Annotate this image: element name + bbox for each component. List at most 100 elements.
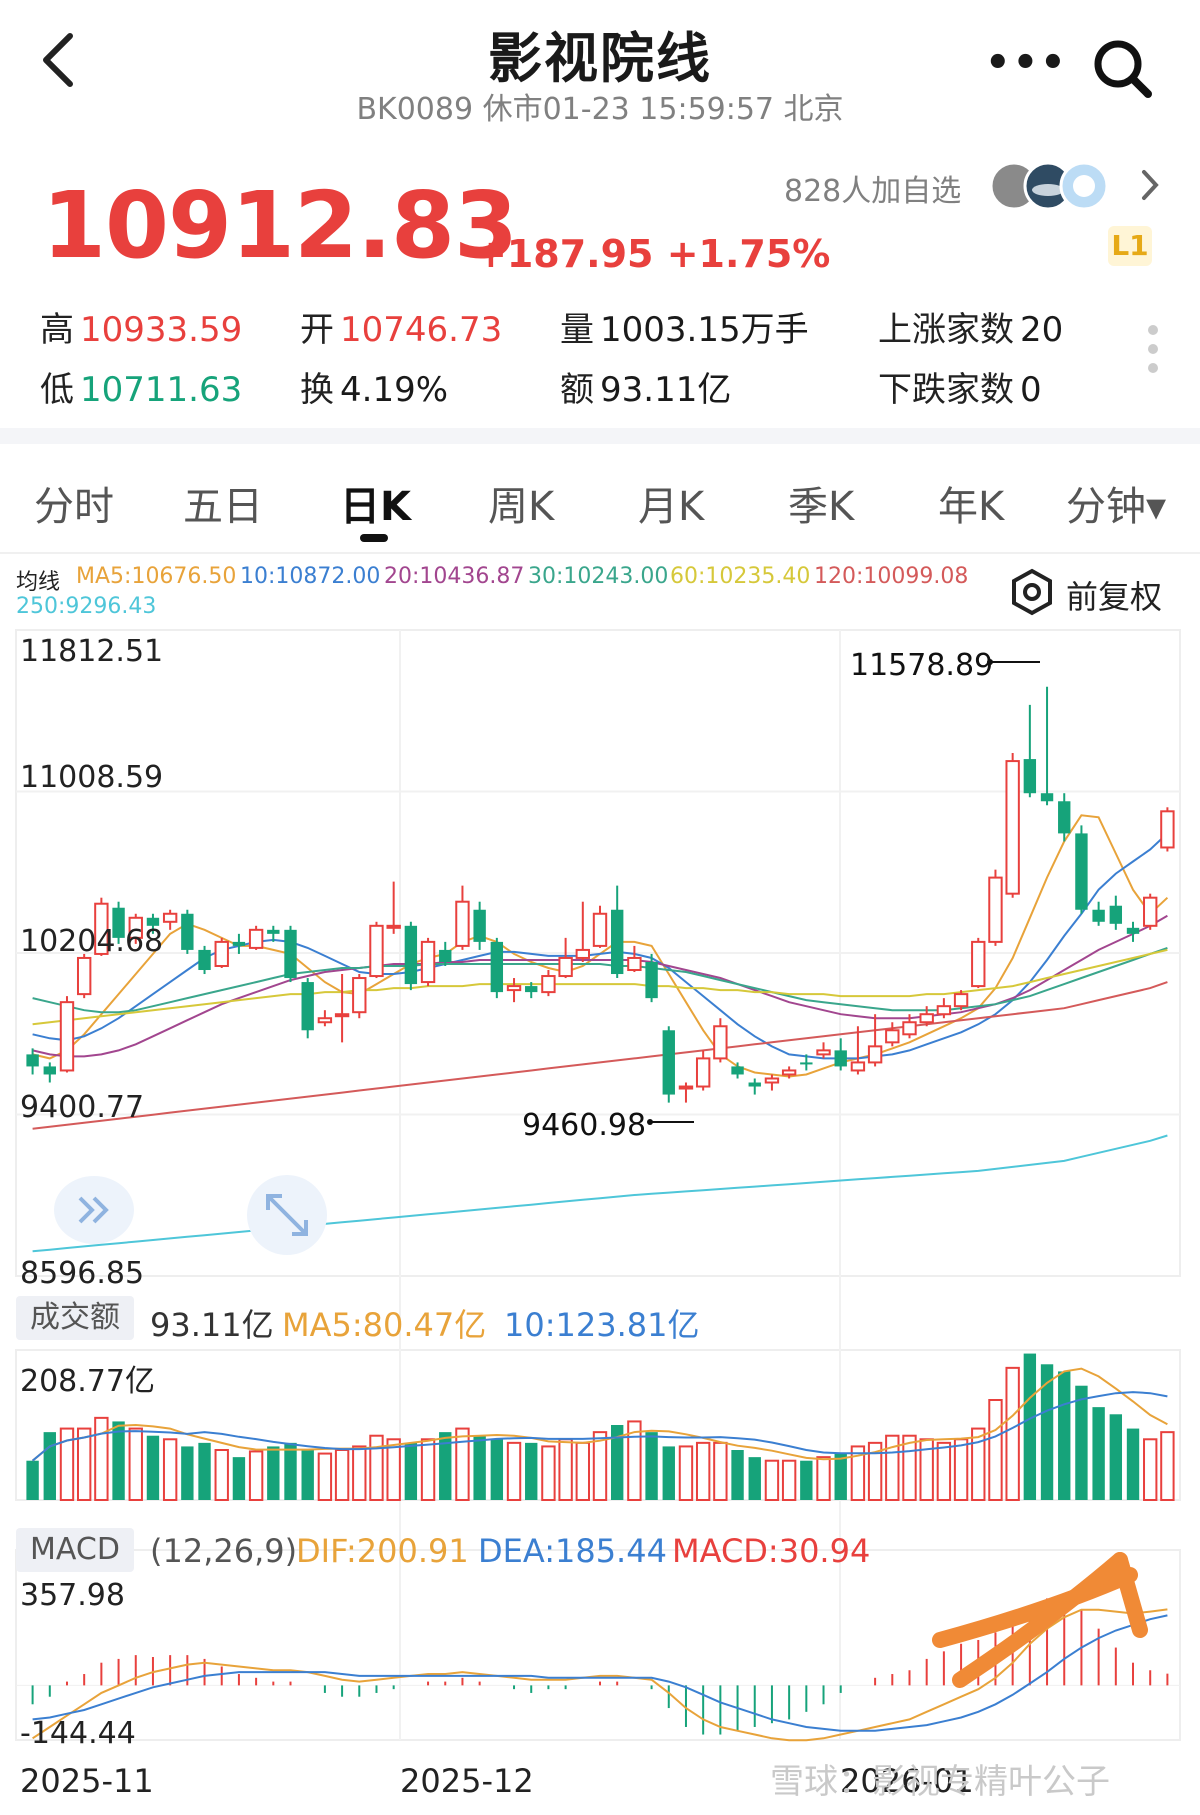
chevron-right-icon[interactable] xyxy=(1138,168,1162,202)
tab-minute[interactable]: 分钟▾ xyxy=(1066,484,1167,530)
candle-body xyxy=(198,949,211,971)
candle-body xyxy=(1058,801,1071,834)
candle-body xyxy=(936,1005,952,1016)
candle-body xyxy=(26,1054,39,1067)
settings-hexagon-icon[interactable] xyxy=(1008,568,1056,616)
candle-body xyxy=(404,925,418,985)
follower-avatars[interactable] xyxy=(988,160,1122,212)
price-axis-2: 11008.59 xyxy=(20,760,164,795)
volume-tag[interactable]: 成交额 xyxy=(16,1296,134,1340)
volume-bar xyxy=(301,1450,314,1500)
macd-panel xyxy=(16,1552,1180,1742)
candle-body xyxy=(506,985,522,992)
candle-body xyxy=(971,940,986,988)
price-axis-3: 10204.68 xyxy=(20,924,164,959)
macd-tag[interactable]: MACD xyxy=(16,1528,134,1572)
candle-body xyxy=(1092,909,1105,922)
date-label-nov: 2025-11 xyxy=(20,1762,154,1800)
ma20-value: 20:10436.87 xyxy=(384,564,525,589)
search-icon[interactable] xyxy=(1090,36,1154,100)
expand-arrows-icon[interactable] xyxy=(246,1174,328,1256)
volume-bar xyxy=(404,1442,418,1500)
date-label-jan: 2026-01 xyxy=(840,1762,974,1800)
candle-body xyxy=(611,909,624,975)
adjust-mode-label[interactable]: 前复权 xyxy=(1066,578,1163,616)
candle-body xyxy=(146,917,160,926)
volume-bar xyxy=(627,1420,642,1502)
followers-count[interactable]: 828人加自选 xyxy=(784,174,962,209)
candles xyxy=(26,659,1175,1125)
tab-monthly-k[interactable]: 月K xyxy=(638,484,705,530)
high-pointer-dot xyxy=(987,659,993,665)
level-badge[interactable]: L1 xyxy=(1108,226,1152,266)
candle-body xyxy=(301,982,314,1031)
volume-bar xyxy=(850,1445,866,1502)
vertical-dots-icon[interactable] xyxy=(1147,324,1159,374)
annotation-arrow-shaft xyxy=(952,1552,1128,1688)
candle-body xyxy=(919,1013,934,1024)
volume-bar xyxy=(1126,1428,1140,1500)
volume-bar xyxy=(386,1438,401,1501)
stat-amount: 额 93.11亿 xyxy=(560,370,732,410)
volume-bar xyxy=(439,1432,452,1500)
volume-bar xyxy=(26,1460,39,1500)
tab-intraday[interactable]: 分时 xyxy=(34,484,114,530)
double-chevron-right-icon[interactable] xyxy=(24,1174,136,1246)
volume-bar xyxy=(971,1427,986,1501)
candle-body xyxy=(1005,760,1020,895)
ma5-value: MA5:10676.50 xyxy=(76,564,237,589)
candle-body xyxy=(731,1066,744,1075)
ma120-value: 120:10099.08 xyxy=(814,564,969,589)
volume-bar xyxy=(198,1442,211,1500)
kline-chart[interactable] xyxy=(0,620,1200,1760)
tab-weekly-k[interactable]: 周K xyxy=(488,484,555,530)
volume-bar xyxy=(146,1435,160,1500)
volume-bar xyxy=(558,1438,573,1501)
back-arrow-icon[interactable] xyxy=(38,30,78,90)
volume-bar xyxy=(1109,1414,1123,1500)
ma-line-ma120 xyxy=(32,981,1168,1130)
candle-body xyxy=(592,912,608,947)
candle-body xyxy=(953,993,969,1008)
stat-falling-count: 下跌家数 0 xyxy=(878,370,1042,410)
volume-bar xyxy=(232,1457,246,1500)
price-axis-max: 11812.51 xyxy=(20,634,164,669)
stat-turnover: 换 4.19% xyxy=(300,370,449,410)
candle-body xyxy=(1143,896,1158,927)
page-title: 影视院线 xyxy=(488,27,712,90)
volume-bar xyxy=(352,1445,367,1502)
candle-body xyxy=(834,1050,847,1067)
tab-five-day[interactable]: 五日 xyxy=(183,484,263,530)
macd-axis-bottom: -144.44 xyxy=(20,1716,136,1751)
more-menu-icon[interactable]: ••• xyxy=(985,40,1068,86)
section-divider xyxy=(0,428,1200,444)
low-annotation: 9460.98 xyxy=(522,1108,647,1143)
volume-bar xyxy=(936,1441,952,1501)
candle-body xyxy=(43,1066,56,1075)
volume-bar xyxy=(473,1435,486,1500)
candle-body xyxy=(695,1057,711,1088)
volume-bar xyxy=(592,1431,608,1502)
tab-yearly-k[interactable]: 年K xyxy=(938,484,1005,530)
stat-high: 高 10933.59 xyxy=(40,310,243,350)
volume-bar xyxy=(1005,1366,1020,1501)
candle-body xyxy=(902,1021,917,1036)
active-tab-indicator xyxy=(360,534,388,542)
candle-body xyxy=(232,941,246,946)
volume-bar xyxy=(662,1446,675,1500)
volume-bar xyxy=(181,1446,194,1500)
volume-bar xyxy=(334,1449,350,1501)
candle-body xyxy=(352,977,367,1014)
volume-bar xyxy=(902,1434,917,1502)
volume-ma5: MA5:80.47亿 xyxy=(282,1306,487,1344)
ma-line-ma60 xyxy=(32,948,1168,1026)
tab-quarterly-k[interactable]: 季K xyxy=(788,484,855,530)
volume-value: 93.11亿 xyxy=(150,1306,274,1344)
volume-bar xyxy=(678,1445,694,1502)
candle-body xyxy=(1126,927,1140,934)
volume-bar xyxy=(1160,1431,1175,1502)
tab-daily-k[interactable]: 日K xyxy=(340,484,411,530)
candle-body xyxy=(748,1082,761,1087)
volume-bar xyxy=(369,1434,384,1502)
candle-body xyxy=(627,956,642,972)
